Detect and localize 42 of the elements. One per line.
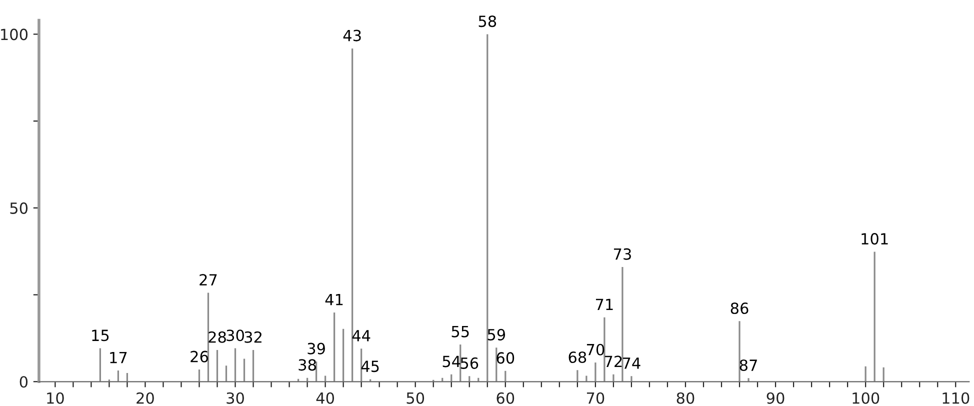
annotation: 56 [460, 357, 478, 369]
annotation: 54 [442, 356, 460, 368]
annotation: 38 [298, 359, 316, 371]
annotation: 59 [488, 328, 506, 340]
annotation: 55 [452, 326, 469, 338]
annotation: 17 [110, 352, 127, 364]
annotation: 15 [92, 330, 109, 342]
annotation: 41 [325, 294, 343, 306]
annotation: 32 [244, 331, 262, 343]
annotation: 74 [622, 358, 640, 369]
x-tick-label: 20 [136, 392, 154, 404]
x-tick-label: 40 [316, 392, 334, 404]
x-tick-label: 50 [406, 392, 424, 404]
annotation: 39 [308, 342, 325, 354]
y-tick-label: 100 [1, 28, 28, 40]
annotation: 70 [586, 344, 604, 356]
annotation: 58 [478, 16, 496, 28]
annotation: 30 [226, 330, 244, 342]
y-tick-label: 50 [10, 202, 28, 214]
annotation: 28 [208, 331, 226, 343]
x-tick-label: 70 [586, 392, 604, 404]
y-tick-label: 0 [20, 376, 28, 388]
x-tick-label: 90 [766, 392, 784, 404]
annotation: 26 [190, 350, 208, 362]
x-tick-label: 110 [942, 392, 970, 404]
annotation: 27 [200, 274, 217, 286]
annotation: 72 [604, 356, 622, 367]
annotation: 43 [343, 30, 361, 42]
annotation: 68 [568, 351, 586, 364]
annotation: 87 [740, 359, 757, 372]
annotation: 45 [361, 360, 379, 372]
x-tick-label: 80 [676, 392, 694, 404]
x-tick-label: 100 [852, 392, 880, 404]
annotation: 44 [352, 330, 370, 342]
x-tick-label: 30 [226, 392, 244, 404]
x-tick-label: 10 [47, 392, 64, 404]
annotation: 86 [730, 302, 748, 314]
annotation: 60 [496, 352, 514, 364]
x-tick-label: 60 [496, 392, 514, 404]
annotation: 101 [862, 233, 888, 245]
annotation: 71 [596, 298, 613, 310]
annotation: 73 [614, 248, 631, 260]
